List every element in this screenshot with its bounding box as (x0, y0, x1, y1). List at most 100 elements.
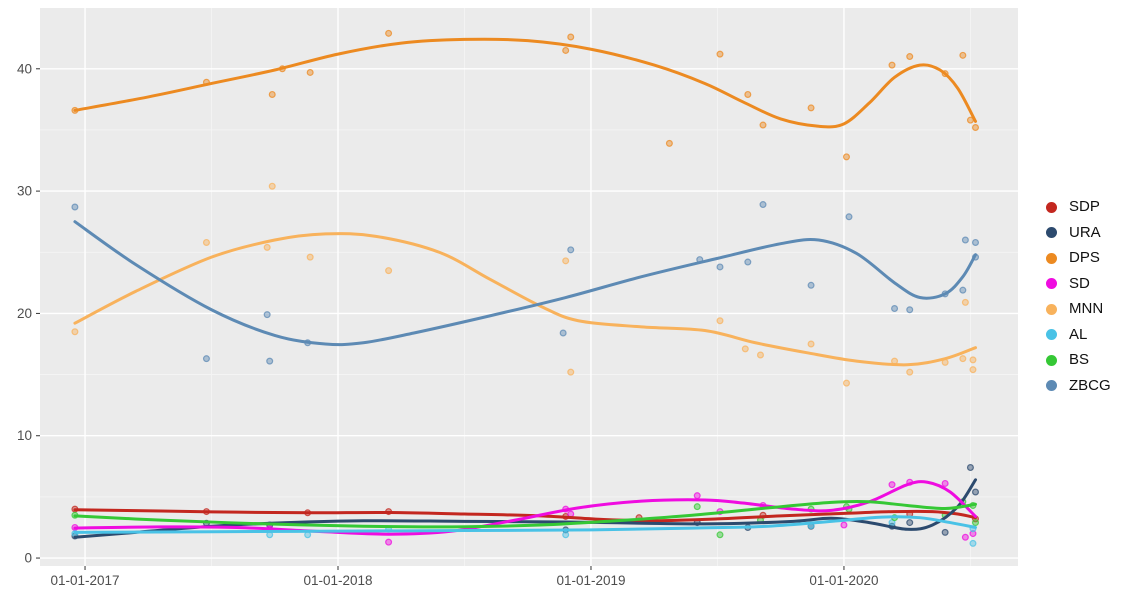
data-point-MNN (306, 253, 314, 261)
data-point-MNN (567, 368, 575, 376)
y-tick-label: 30 (17, 184, 32, 199)
gridlines (40, 8, 1018, 566)
data-point-URA (972, 488, 980, 496)
data-point-MNN (906, 368, 914, 376)
data-point-DPS (744, 90, 752, 98)
data-point-DPS (807, 104, 815, 112)
data-point-DPS (268, 90, 276, 98)
legend-label-URA: URA (1069, 223, 1101, 241)
data-point-DPS (385, 29, 393, 37)
data-point-MNN (562, 257, 570, 265)
legend-item-ZBCG: ZBCG (1046, 377, 1111, 395)
data-point-SD (693, 492, 701, 500)
data-point-DPS (562, 46, 570, 54)
data-point-SD (941, 479, 949, 487)
data-point-BS (972, 519, 980, 527)
data-point-ZBCG (961, 236, 969, 244)
data-point-MNN (268, 182, 276, 190)
data-point-ZBCG (71, 203, 79, 211)
points-DPS (71, 29, 980, 161)
legend-dot-SDP (1046, 201, 1057, 213)
points-ZBCG (71, 201, 980, 365)
data-point-ZBCG (559, 329, 567, 337)
data-point-DPS (306, 68, 314, 76)
smooth-line-ZBCG (73, 220, 977, 347)
data-point-MNN (842, 379, 850, 387)
data-point-AL (969, 539, 977, 547)
data-point-SD (969, 530, 977, 538)
legend-dot-SD (1046, 278, 1057, 289)
data-point-ZBCG (807, 281, 815, 289)
x-tick-label: 01-01-2020 (809, 573, 878, 588)
smooth-lines (73, 37, 977, 539)
legend-dot-BS (1046, 354, 1057, 366)
data-point-ZBCG (716, 263, 724, 271)
data-point-DPS (959, 51, 967, 59)
legend-dot-ZBCG (1046, 380, 1057, 391)
data-point-BS (716, 531, 724, 539)
data-point-DPS (972, 124, 980, 132)
x-tick-label: 01-01-2017 (50, 573, 119, 588)
data-point-ZBCG (263, 311, 271, 319)
data-point-MNN (71, 328, 79, 336)
data-point-ZBCG (906, 306, 914, 314)
data-point-MNN (969, 366, 977, 374)
legend: SDP URA DPS SD MNN AL BS ZBCG (1046, 198, 1111, 402)
x-tick-label: 01-01-2019 (556, 573, 625, 588)
data-point-BS (693, 503, 701, 511)
data-point-MNN (202, 238, 210, 246)
legend-item-MNN: MNN (1046, 300, 1111, 318)
data-point-MNN (741, 345, 749, 353)
legend-dot-AL (1046, 329, 1057, 340)
data-point-MNN (961, 298, 969, 306)
data-point-DPS (906, 53, 914, 61)
legend-label-SDP: SDP (1069, 198, 1100, 215)
legend-label-MNN: MNN (1069, 300, 1104, 317)
y-tick-label: 20 (17, 306, 32, 321)
y-tick-label: 10 (17, 428, 32, 443)
data-point-MNN (716, 317, 724, 325)
smooth-line-MNN (73, 232, 977, 367)
data-point-ZBCG (744, 258, 752, 266)
legend-label-BS: BS (1069, 351, 1090, 368)
legend-item-URA: URA (1046, 224, 1111, 242)
y-tick-label: 40 (17, 61, 32, 76)
legend-label-DPS: DPS (1069, 249, 1100, 266)
smooth-line-AL (73, 515, 977, 534)
points-MNN (71, 182, 977, 387)
smooth-line-SD (73, 480, 977, 536)
legend-item-BS: BS (1046, 351, 1111, 369)
data-point-URA (966, 464, 974, 472)
data-point-MNN (756, 351, 764, 359)
legend-label-ZBCG: ZBCG (1069, 376, 1111, 394)
data-point-DPS (665, 139, 673, 147)
data-point-ZBCG (567, 246, 575, 254)
data-point-SD (385, 538, 393, 546)
smooth-line-SDP (73, 508, 977, 523)
legend-label-AL: AL (1069, 325, 1088, 343)
data-point-MNN (385, 267, 393, 275)
data-point-ZBCG (845, 213, 853, 221)
panel-background (40, 8, 1018, 566)
data-point-ZBCG (202, 355, 210, 363)
smooth-line-DPS (73, 37, 977, 129)
data-point-URA (906, 519, 914, 527)
data-point-URA (941, 528, 949, 536)
legend-dot-DPS (1046, 252, 1057, 264)
x-tick-label: 01-01-2018 (303, 573, 372, 588)
data-point-MNN (263, 243, 271, 251)
legend-item-SD: SD (1046, 275, 1111, 293)
data-point-MNN (969, 356, 977, 364)
smooth-line-BS (73, 499, 977, 529)
legend-dot-MNN (1046, 303, 1057, 315)
axes: 0 10 20 30 40 01-01-2017 01-01-2018 01-01-2019 0… (17, 61, 879, 588)
data-point-MNN (959, 355, 967, 363)
data-point-MNN (807, 340, 815, 348)
data-point-DPS (842, 153, 850, 161)
data-point-ZBCG (891, 305, 899, 313)
data-point-SD (961, 533, 969, 541)
data-point-AL (562, 531, 570, 539)
data-point-SD (840, 521, 848, 529)
